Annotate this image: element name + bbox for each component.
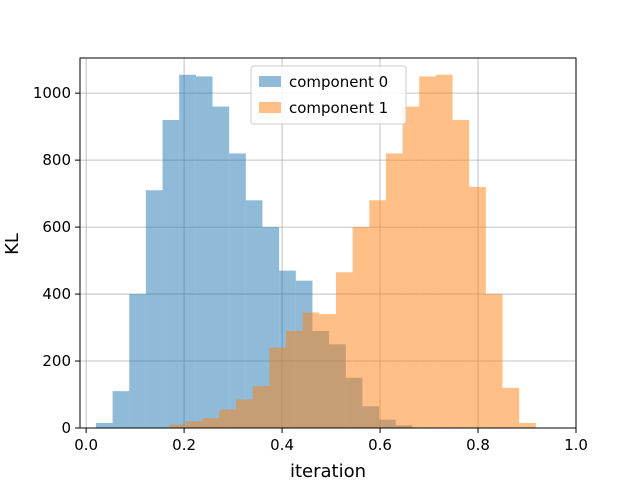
series-1-bar (319, 314, 336, 428)
bars-layer (95, 74, 536, 429)
legend-box (250, 65, 407, 125)
legend-swatch (259, 76, 281, 87)
series-1-bar (236, 399, 253, 428)
series-0-bar (145, 190, 163, 428)
series-0-bar (245, 200, 263, 428)
series-1-bar (252, 386, 270, 428)
y-tick-label: 1000 (33, 84, 71, 102)
series-1-bar (285, 330, 303, 428)
series-1-bar (269, 347, 286, 428)
series-0-bar (95, 422, 113, 428)
series-0-bar (179, 74, 196, 429)
series-0-bar (212, 106, 230, 428)
series-1-bar (186, 421, 203, 428)
series-1-bar (335, 272, 353, 428)
x-tick-label: 0.4 (270, 436, 294, 454)
x-axis-label: iteration (290, 461, 366, 480)
y-axis-label: KL (2, 233, 23, 255)
series-1-bar (469, 186, 486, 428)
y-tick-label: 200 (42, 352, 71, 370)
x-tick-label: 0.8 (466, 436, 490, 454)
series-0-bar (229, 153, 246, 428)
series-1-bar (485, 294, 503, 428)
series-0-bar (129, 294, 146, 428)
series-0-bar (112, 391, 130, 428)
series-1-bar (302, 312, 320, 428)
y-tick-label: 400 (42, 285, 71, 303)
series-1-bar (219, 409, 237, 428)
x-tick-label: 1.0 (564, 436, 588, 454)
series-1-bar (452, 119, 470, 428)
axes-layer (79, 57, 577, 429)
x-tick-label: 0.6 (368, 436, 392, 454)
x-tick-label: 0.2 (172, 436, 196, 454)
series-1-bar (385, 153, 403, 428)
series-1-bar (169, 424, 187, 428)
series-0-bar (195, 76, 213, 428)
legend-label: component 1 (289, 99, 388, 117)
series-0-bar (162, 119, 180, 428)
plot-frame (79, 57, 577, 429)
series-1-bar (419, 76, 436, 428)
series-1-bar (352, 227, 370, 428)
series-1-bar (202, 417, 220, 428)
y-tick-label: 600 (42, 218, 71, 236)
series-1-bar (435, 74, 453, 429)
legend: component 0 component 1 (250, 65, 407, 125)
x-tick-label: 0.0 (74, 436, 98, 454)
y-tick-label: 0 (61, 419, 71, 437)
legend-label: component 0 (289, 73, 388, 91)
ticks-layer: 0.0 0.2 0.4 0.6 0.8 1.0 0 200 400 600 800 1000 (33, 84, 588, 454)
y-tick-label: 800 (42, 151, 71, 169)
series-1-bar (402, 106, 420, 428)
series-1-bar (369, 200, 386, 428)
series-1-bar (519, 422, 536, 428)
series-1-bar (502, 387, 520, 428)
legend-swatch (259, 102, 281, 113)
